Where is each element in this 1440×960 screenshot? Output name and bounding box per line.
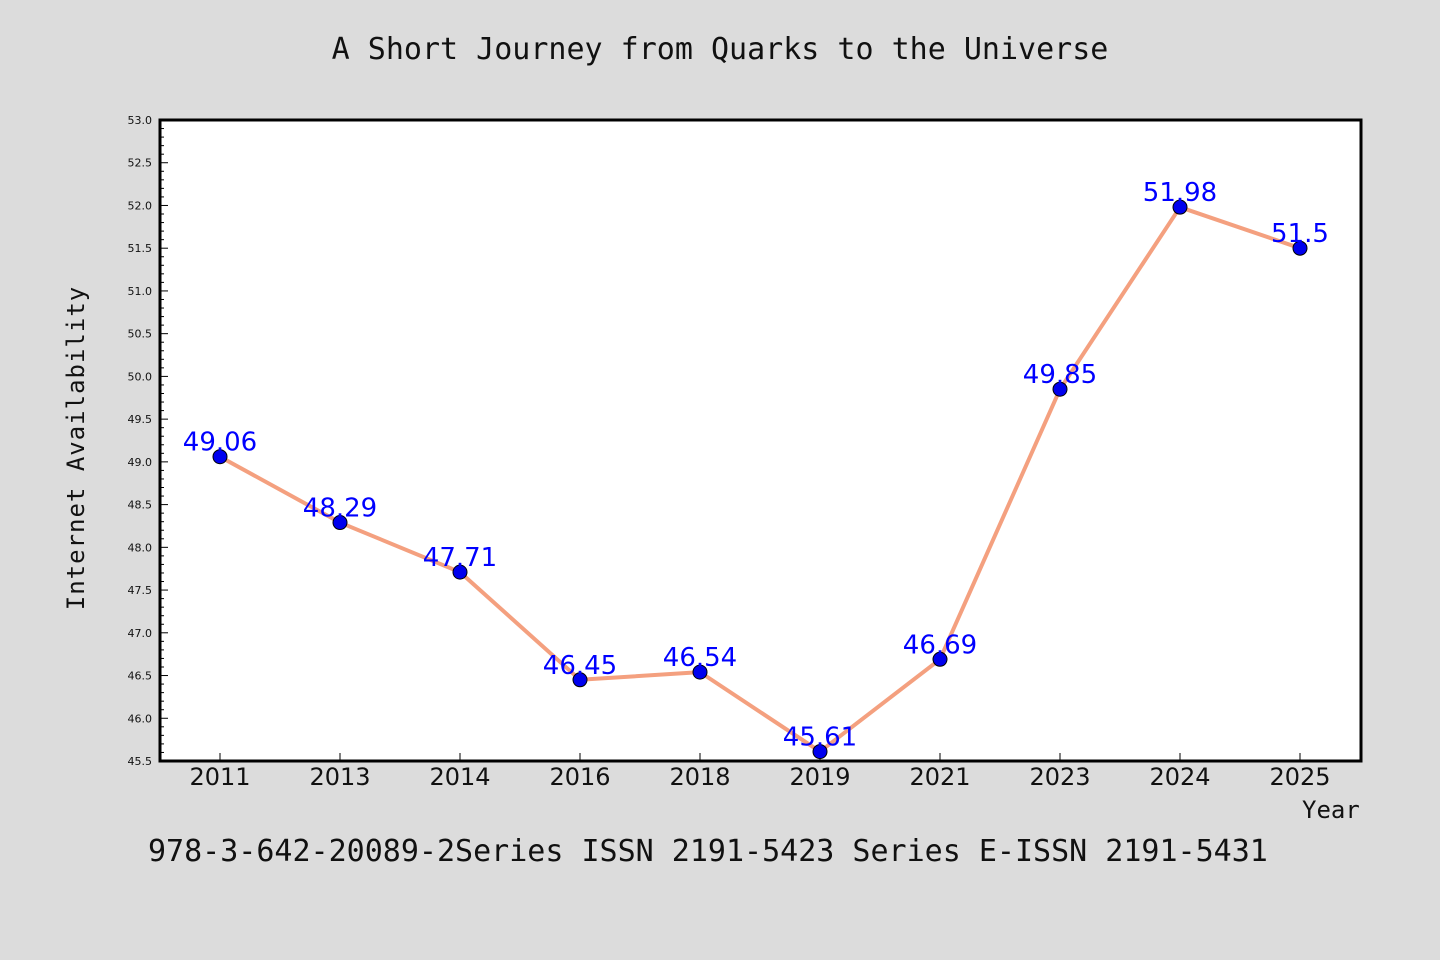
- data-label: 45.61: [783, 723, 857, 753]
- data-label: 51.98: [1143, 178, 1217, 208]
- x-tick-label: 2016: [549, 763, 610, 791]
- y-tick-label: 47.0: [128, 627, 153, 640]
- y-tick-label: 46.0: [128, 712, 153, 725]
- y-tick-label: 51.5: [128, 242, 153, 255]
- x-tick-label: 2019: [789, 763, 850, 791]
- x-tick-label: 2021: [909, 763, 970, 791]
- x-axis-label: Year: [1302, 796, 1360, 824]
- x-tick-label: 2014: [429, 763, 490, 791]
- x-tick-label: 2024: [1149, 763, 1210, 791]
- data-point: [1172, 199, 1188, 215]
- y-tick-label: 53.0: [128, 114, 153, 127]
- x-tick-label: 2025: [1269, 763, 1330, 791]
- data-point: [452, 564, 468, 580]
- series-line-group: [218, 205, 1302, 754]
- y-tick-label: 49.0: [128, 456, 153, 469]
- x-tick-label: 2013: [309, 763, 370, 791]
- x-axis: 2011 2013 2014 2016 2018 2019 2021 2023 2024 2025: [189, 753, 1331, 791]
- data-label: 46.69: [903, 630, 977, 660]
- y-tick-label: 47.5: [128, 584, 153, 597]
- data-label: 48.29: [303, 494, 377, 524]
- x-tick-label: 2023: [1029, 763, 1090, 791]
- series-line: [218, 205, 1302, 754]
- data-point: [1052, 381, 1068, 397]
- markers-group: [212, 199, 1308, 760]
- y-axis: 45.5 46.0 46.5 47.0 47.5 48.0 48.5 49.0 49.5 50.0…: [128, 114, 168, 768]
- y-tick-label: 45.5: [128, 755, 153, 768]
- x-tick-label: 2011: [189, 763, 250, 791]
- data-label: 49.85: [1023, 360, 1097, 390]
- x-tick-label: 2018: [669, 763, 730, 791]
- data-point: [572, 672, 588, 688]
- y-tick-label: 52.0: [128, 199, 153, 212]
- data-label: 49.06: [183, 428, 257, 458]
- y-tick-label: 50.5: [128, 328, 153, 341]
- footer-text: 978-3-642-20089-2Series ISSN 2191-5423 S…: [148, 834, 1268, 869]
- y-tick-label: 49.5: [128, 413, 153, 426]
- data-point: [212, 449, 228, 465]
- data-point: [1292, 240, 1308, 256]
- data-label: 46.45: [543, 651, 617, 681]
- data-label: 46.54: [663, 643, 737, 673]
- data-label: 51.5: [1271, 219, 1329, 249]
- data-point: [692, 664, 708, 680]
- y-tick-label: 48.0: [128, 541, 153, 554]
- chart-title: A Short Journey from Quarks to the Unive…: [331, 32, 1109, 67]
- data-point: [332, 515, 348, 531]
- data-point: [932, 651, 948, 667]
- y-tick-label: 46.5: [128, 670, 153, 683]
- data-labels-group: 49.06 48.29 47.71 46.45 46.54 45.61 46.69 49.85…: [183, 178, 1329, 752]
- y-tick-label: 50.0: [128, 370, 153, 383]
- y-tick-label: 51.0: [128, 285, 153, 298]
- plot-frame: [158, 118, 1363, 763]
- y-tick-label: 48.5: [128, 499, 153, 512]
- data-point: [812, 744, 828, 760]
- data-label: 47.71: [423, 543, 497, 573]
- plot-area: [160, 120, 1361, 761]
- y-tick-label: 52.5: [128, 157, 153, 170]
